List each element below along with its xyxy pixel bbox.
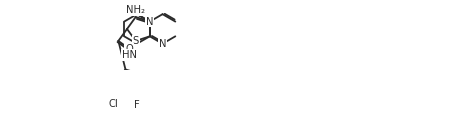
Text: F: F: [134, 100, 140, 110]
Text: HN: HN: [122, 50, 137, 60]
Text: N: N: [146, 17, 154, 27]
Text: NH₂: NH₂: [126, 5, 145, 15]
Text: N: N: [159, 39, 166, 49]
Text: O: O: [125, 44, 133, 54]
Text: S: S: [132, 36, 139, 46]
Text: Cl: Cl: [108, 99, 118, 109]
